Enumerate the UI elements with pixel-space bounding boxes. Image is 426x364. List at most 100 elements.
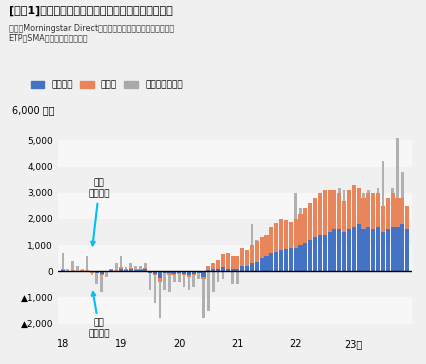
Bar bbox=[187, 275, 190, 277]
Bar bbox=[124, 270, 128, 271]
Bar bbox=[109, 270, 113, 271]
Bar bbox=[216, 260, 219, 269]
Bar bbox=[278, 250, 282, 271]
Bar bbox=[61, 253, 64, 271]
Bar bbox=[211, 271, 214, 292]
Bar bbox=[129, 264, 132, 271]
Bar bbox=[128, 268, 132, 269]
Bar bbox=[394, 227, 399, 271]
Bar bbox=[399, 198, 403, 224]
Bar bbox=[90, 271, 94, 272]
Bar bbox=[124, 269, 128, 270]
Bar bbox=[332, 227, 335, 271]
Bar bbox=[240, 266, 243, 271]
Bar bbox=[245, 266, 248, 271]
Bar bbox=[360, 229, 365, 271]
Bar bbox=[303, 224, 306, 271]
Bar bbox=[95, 271, 99, 273]
Bar bbox=[191, 274, 196, 275]
Bar bbox=[115, 264, 117, 271]
Bar bbox=[181, 271, 186, 274]
Bar bbox=[331, 229, 336, 271]
Bar bbox=[85, 270, 89, 271]
Bar bbox=[153, 274, 157, 276]
Bar bbox=[70, 270, 75, 271]
Bar bbox=[390, 187, 393, 271]
Bar bbox=[366, 190, 369, 271]
Bar bbox=[201, 277, 205, 279]
Bar bbox=[58, 245, 411, 271]
Bar bbox=[356, 224, 360, 271]
Bar bbox=[341, 232, 345, 271]
Bar bbox=[386, 203, 388, 271]
Bar bbox=[308, 203, 311, 271]
Bar bbox=[221, 271, 224, 279]
Bar bbox=[58, 141, 411, 167]
Bar bbox=[278, 219, 282, 250]
Bar bbox=[356, 187, 360, 224]
Bar bbox=[312, 237, 317, 271]
Bar bbox=[167, 273, 171, 275]
Bar bbox=[288, 222, 292, 248]
Bar bbox=[230, 256, 234, 269]
Bar bbox=[148, 271, 152, 273]
Bar bbox=[245, 266, 249, 271]
Bar bbox=[240, 266, 244, 271]
Bar bbox=[381, 161, 383, 271]
Bar bbox=[260, 250, 262, 271]
Bar bbox=[337, 193, 340, 229]
Bar bbox=[149, 271, 151, 290]
Bar bbox=[66, 271, 69, 272]
Bar bbox=[210, 263, 215, 269]
Bar bbox=[80, 270, 84, 271]
Bar bbox=[357, 211, 359, 271]
Bar bbox=[342, 190, 345, 271]
Bar bbox=[206, 270, 210, 271]
Text: ETPやSMA専用のものは除外。: ETPやSMA専用のものは除外。 bbox=[9, 33, 88, 43]
Bar bbox=[128, 269, 132, 271]
Text: 6,000 億円: 6,000 億円 bbox=[12, 105, 55, 115]
Bar bbox=[245, 250, 249, 266]
Bar bbox=[109, 269, 113, 270]
Bar bbox=[182, 271, 185, 287]
Bar bbox=[196, 271, 200, 273]
Bar bbox=[187, 271, 190, 290]
Bar bbox=[181, 274, 186, 275]
Bar bbox=[119, 269, 123, 271]
Bar bbox=[259, 258, 263, 271]
Bar bbox=[167, 271, 171, 273]
Bar bbox=[279, 264, 282, 271]
Bar bbox=[308, 203, 311, 240]
Bar bbox=[299, 209, 301, 271]
Bar bbox=[327, 190, 331, 232]
Bar bbox=[313, 229, 316, 271]
Text: 流出
（売却）: 流出 （売却） bbox=[88, 292, 110, 338]
Bar bbox=[264, 235, 268, 256]
Bar bbox=[236, 271, 238, 284]
Bar bbox=[254, 241, 258, 262]
Bar bbox=[322, 190, 326, 235]
Bar bbox=[274, 266, 277, 271]
Bar bbox=[81, 269, 83, 271]
Bar bbox=[201, 271, 204, 318]
Bar bbox=[371, 198, 374, 271]
Bar bbox=[95, 271, 98, 284]
Bar bbox=[405, 264, 408, 271]
Bar bbox=[134, 266, 137, 271]
Bar bbox=[288, 248, 292, 271]
Bar bbox=[226, 266, 228, 271]
Bar bbox=[404, 206, 408, 229]
Bar bbox=[235, 256, 239, 269]
Bar bbox=[265, 253, 267, 271]
Bar bbox=[138, 270, 142, 271]
Bar bbox=[143, 269, 147, 271]
Bar bbox=[337, 229, 340, 271]
Bar bbox=[99, 271, 104, 274]
Bar bbox=[390, 193, 394, 227]
Bar bbox=[76, 266, 78, 271]
Bar bbox=[173, 271, 176, 282]
Bar bbox=[390, 227, 394, 271]
Bar bbox=[317, 235, 321, 271]
Bar bbox=[312, 198, 317, 237]
Bar bbox=[273, 252, 278, 271]
